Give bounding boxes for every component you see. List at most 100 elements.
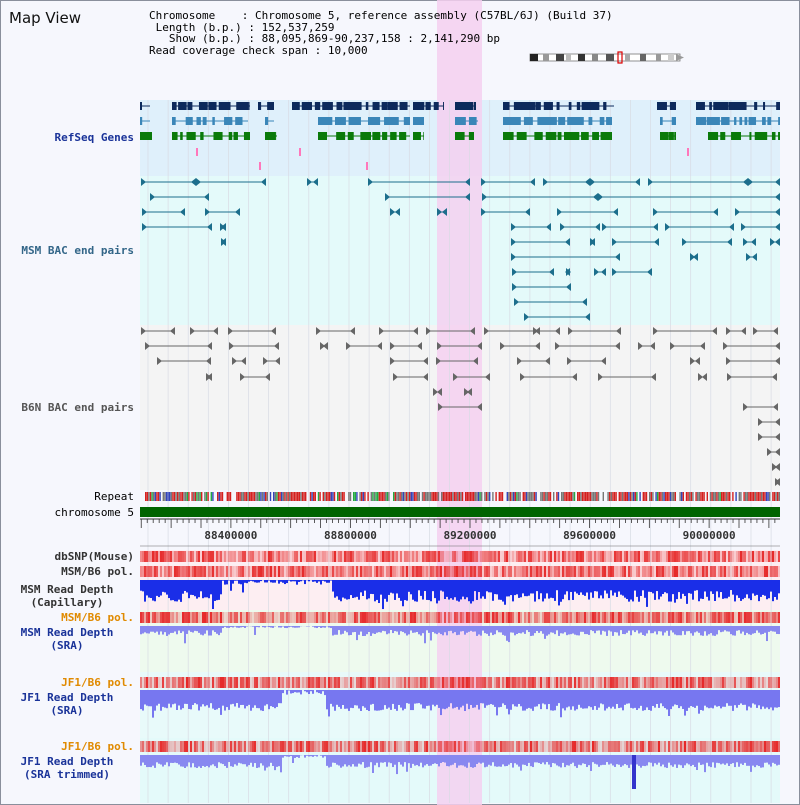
jf1-pol-trim (560, 741, 562, 752)
msm-depth-sra-bar (564, 626, 566, 633)
jf1-pol-sra (622, 677, 624, 688)
jf1-pol-trim (254, 741, 256, 752)
jf1-depth-sra-bar (574, 690, 576, 711)
dbsnp-density (750, 551, 752, 562)
jf1-depth-trim-bar (186, 755, 188, 767)
repeat-element (628, 492, 630, 501)
jf1-pol-sra (266, 677, 268, 688)
msm-depth-capillary-label[interactable]: MSM Read Depth (Capillary) (0, 583, 134, 609)
dbsnp-density (182, 551, 184, 562)
msm-pol-capillary (674, 566, 676, 577)
jf1-pol-trim (310, 741, 312, 752)
jf1-pol-trim (474, 741, 476, 752)
jf1-pol-sra (320, 677, 322, 688)
jf1-depth-trim-bar (664, 755, 666, 768)
jf1-depth-sra-label[interactable]: JF1 Read Depth (SRA) (0, 691, 134, 717)
msm-pol-sra (212, 612, 214, 623)
jf1-pol-trim (662, 741, 664, 752)
msm-pol-sra (454, 612, 456, 623)
jf1-pol-sra-label[interactable]: JF1/B6 pol. (61, 676, 134, 689)
msm-depth-sra-label[interactable]: MSM Read Depth (SRA) (0, 626, 134, 652)
jf1-pol-trim (516, 741, 518, 752)
refseq-gene-row2-exon (265, 117, 269, 125)
repeat-element (399, 492, 401, 501)
jf1-pol-trim (538, 741, 540, 752)
jf1-depth-sra-bar (524, 690, 526, 711)
msm-pol-capillary (244, 566, 246, 577)
dbsnp-density (200, 551, 202, 562)
msm-depth-sra-bar (194, 626, 196, 631)
msm-bac-pair-end (598, 193, 603, 201)
msm-bac-track-label[interactable]: MSM BAC end pairs (21, 244, 134, 257)
dbsnp-density (548, 551, 550, 562)
msm-depth-capillary-bar (242, 580, 244, 593)
jf1-depth-sra-bar (366, 690, 368, 711)
msm-pol-sra (462, 612, 464, 623)
jf1-pol-trim (746, 741, 748, 752)
jf1-depth-trim-bar (270, 755, 272, 763)
repeat-element (721, 492, 723, 501)
jf1-pol-trim (258, 741, 260, 752)
b6n-bac-track-label[interactable]: B6N BAC end pairs (21, 401, 134, 414)
msm-pol-capillary-label[interactable]: MSM/B6 pol. (61, 565, 134, 578)
chromosome-track-label[interactable]: chromosome 5 (54, 506, 134, 519)
msm-pol-capillary (422, 566, 424, 577)
msm-pol-sra (588, 612, 590, 623)
repeat-track-label[interactable]: Repeat (94, 490, 134, 503)
jf1-pol-trim (456, 741, 458, 752)
jf1-pol-trim (674, 741, 676, 752)
msm-depth-sra-bar (412, 626, 414, 633)
jf1-depth-sra-bar (372, 690, 374, 704)
jf1-pol-sra (154, 677, 156, 688)
refseq-gene-row3-exon (503, 132, 514, 140)
msm-depth-capillary-bar (436, 580, 438, 604)
msm-depth-sra-bar (338, 626, 340, 631)
jf1-pol-trim (766, 741, 768, 752)
repeat-element (665, 492, 667, 501)
jf1-depth-trim-label[interactable]: JF1 Read Depth (SRA trimmed) (0, 755, 134, 781)
msm-pol-sra-label[interactable]: MSM/B6 pol. (61, 611, 134, 624)
repeat-element (210, 492, 212, 501)
dbsnp-track-label[interactable]: dbSNP(Mouse) (54, 550, 134, 563)
jf1-depth-sra-bar (416, 690, 418, 704)
jf1-depth-trim-bar (756, 755, 758, 766)
msm-pol-sra (534, 612, 536, 623)
jf1-depth-trim-bar (754, 755, 756, 768)
jf1-pol-trim (398, 741, 400, 752)
msm-depth-capillary-bar (698, 580, 700, 602)
msm-depth-sra-bar (400, 626, 402, 632)
b6n-bac-pair-end (555, 327, 560, 335)
msm-pol-sra (380, 612, 382, 623)
msm-pol-capillary (462, 566, 464, 577)
msm-depth-capillary-bar (620, 580, 622, 595)
jf1-pol-trim (588, 741, 590, 752)
jf1-depth-sra-bar (338, 690, 340, 707)
msm-pol-sra (668, 612, 670, 623)
jf1-pol-sra (646, 677, 648, 688)
jf1-pol-trim (420, 741, 422, 752)
repeat-element (565, 492, 568, 501)
jf1-depth-trim-bar (434, 755, 436, 764)
jf1-depth-sra-bar (364, 690, 366, 708)
jf1-depth-trim-bar (310, 755, 312, 757)
repeat-element (530, 492, 532, 501)
jf1-pol-sra (712, 677, 714, 688)
msm-pol-sra (360, 612, 362, 623)
jf1-pol-sra (724, 677, 726, 688)
msm-depth-capillary-bar (592, 580, 594, 598)
dbsnp-density (340, 551, 342, 562)
dbsnp-density (622, 551, 624, 562)
jf1-pol-trim (436, 741, 438, 752)
msm-depth-capillary-bar (588, 580, 590, 600)
repeat-element (381, 492, 384, 501)
jf1-pol-trim (336, 741, 338, 752)
jf1-depth-trim-bar (184, 755, 186, 768)
chromosome-bar (140, 507, 780, 517)
dbsnp-density (268, 551, 270, 562)
msm-bac-pair-end (653, 208, 658, 216)
refseq-track-label[interactable]: RefSeq Genes (54, 131, 134, 144)
jf1-pol-trim-label[interactable]: JF1/B6 pol. (61, 740, 134, 753)
msm-pol-sra (640, 612, 642, 623)
msm-depth-sra-bar (520, 626, 522, 634)
